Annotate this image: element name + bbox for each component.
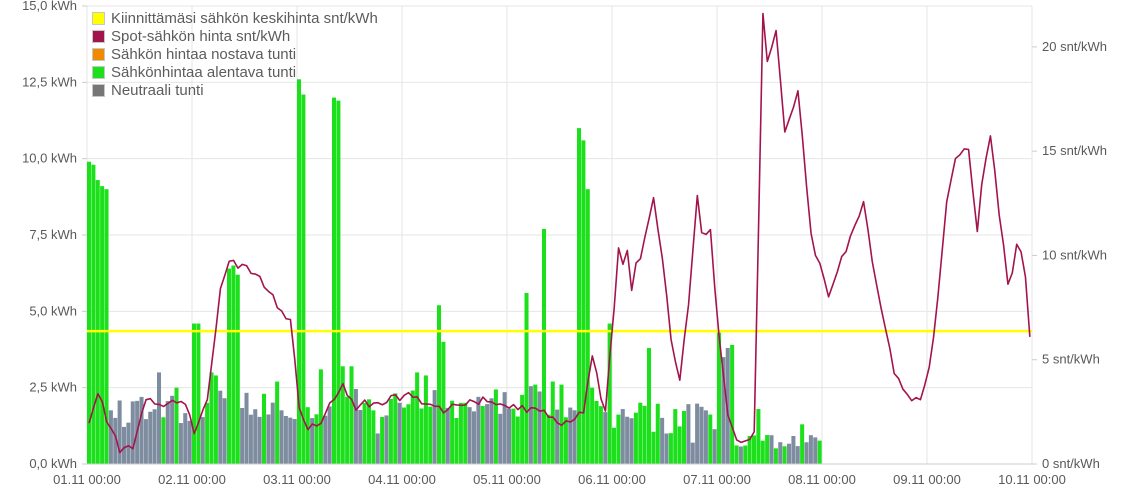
svg-text:05.11 00:00: 05.11 00:00 — [473, 472, 541, 487]
svg-text:5,0 kWh: 5,0 kWh — [29, 303, 77, 318]
svg-text:01.11 00:00: 01.11 00:00 — [53, 472, 121, 487]
svg-text:0,0 kWh: 0,0 kWh — [29, 456, 77, 471]
svg-text:12,5 kWh: 12,5 kWh — [22, 74, 77, 89]
svg-text:10.11 00:00: 10.11 00:00 — [998, 472, 1066, 487]
svg-text:04.11 00:00: 04.11 00:00 — [368, 472, 436, 487]
svg-text:2,5 kWh: 2,5 kWh — [29, 380, 77, 395]
svg-text:10,0 kWh: 10,0 kWh — [22, 151, 77, 166]
svg-text:06.11 00:00: 06.11 00:00 — [578, 472, 646, 487]
svg-text:07.11 00:00: 07.11 00:00 — [683, 472, 751, 487]
svg-text:5 snt/kWh: 5 snt/kWh — [1042, 352, 1100, 367]
svg-text:20 snt/kWh: 20 snt/kWh — [1042, 39, 1107, 54]
svg-text:03.11 00:00: 03.11 00:00 — [263, 472, 331, 487]
svg-text:15 snt/kWh: 15 snt/kWh — [1042, 143, 1107, 158]
svg-text:02.11 00:00: 02.11 00:00 — [158, 472, 226, 487]
svg-text:08.11 00:00: 08.11 00:00 — [788, 472, 856, 487]
svg-text:0 snt/kWh: 0 snt/kWh — [1042, 456, 1100, 471]
svg-text:10 snt/kWh: 10 snt/kWh — [1042, 247, 1107, 262]
svg-text:09.11 00:00: 09.11 00:00 — [893, 472, 961, 487]
svg-text:15,0 kWh: 15,0 kWh — [22, 0, 77, 13]
svg-text:7,5 kWh: 7,5 kWh — [29, 227, 77, 242]
